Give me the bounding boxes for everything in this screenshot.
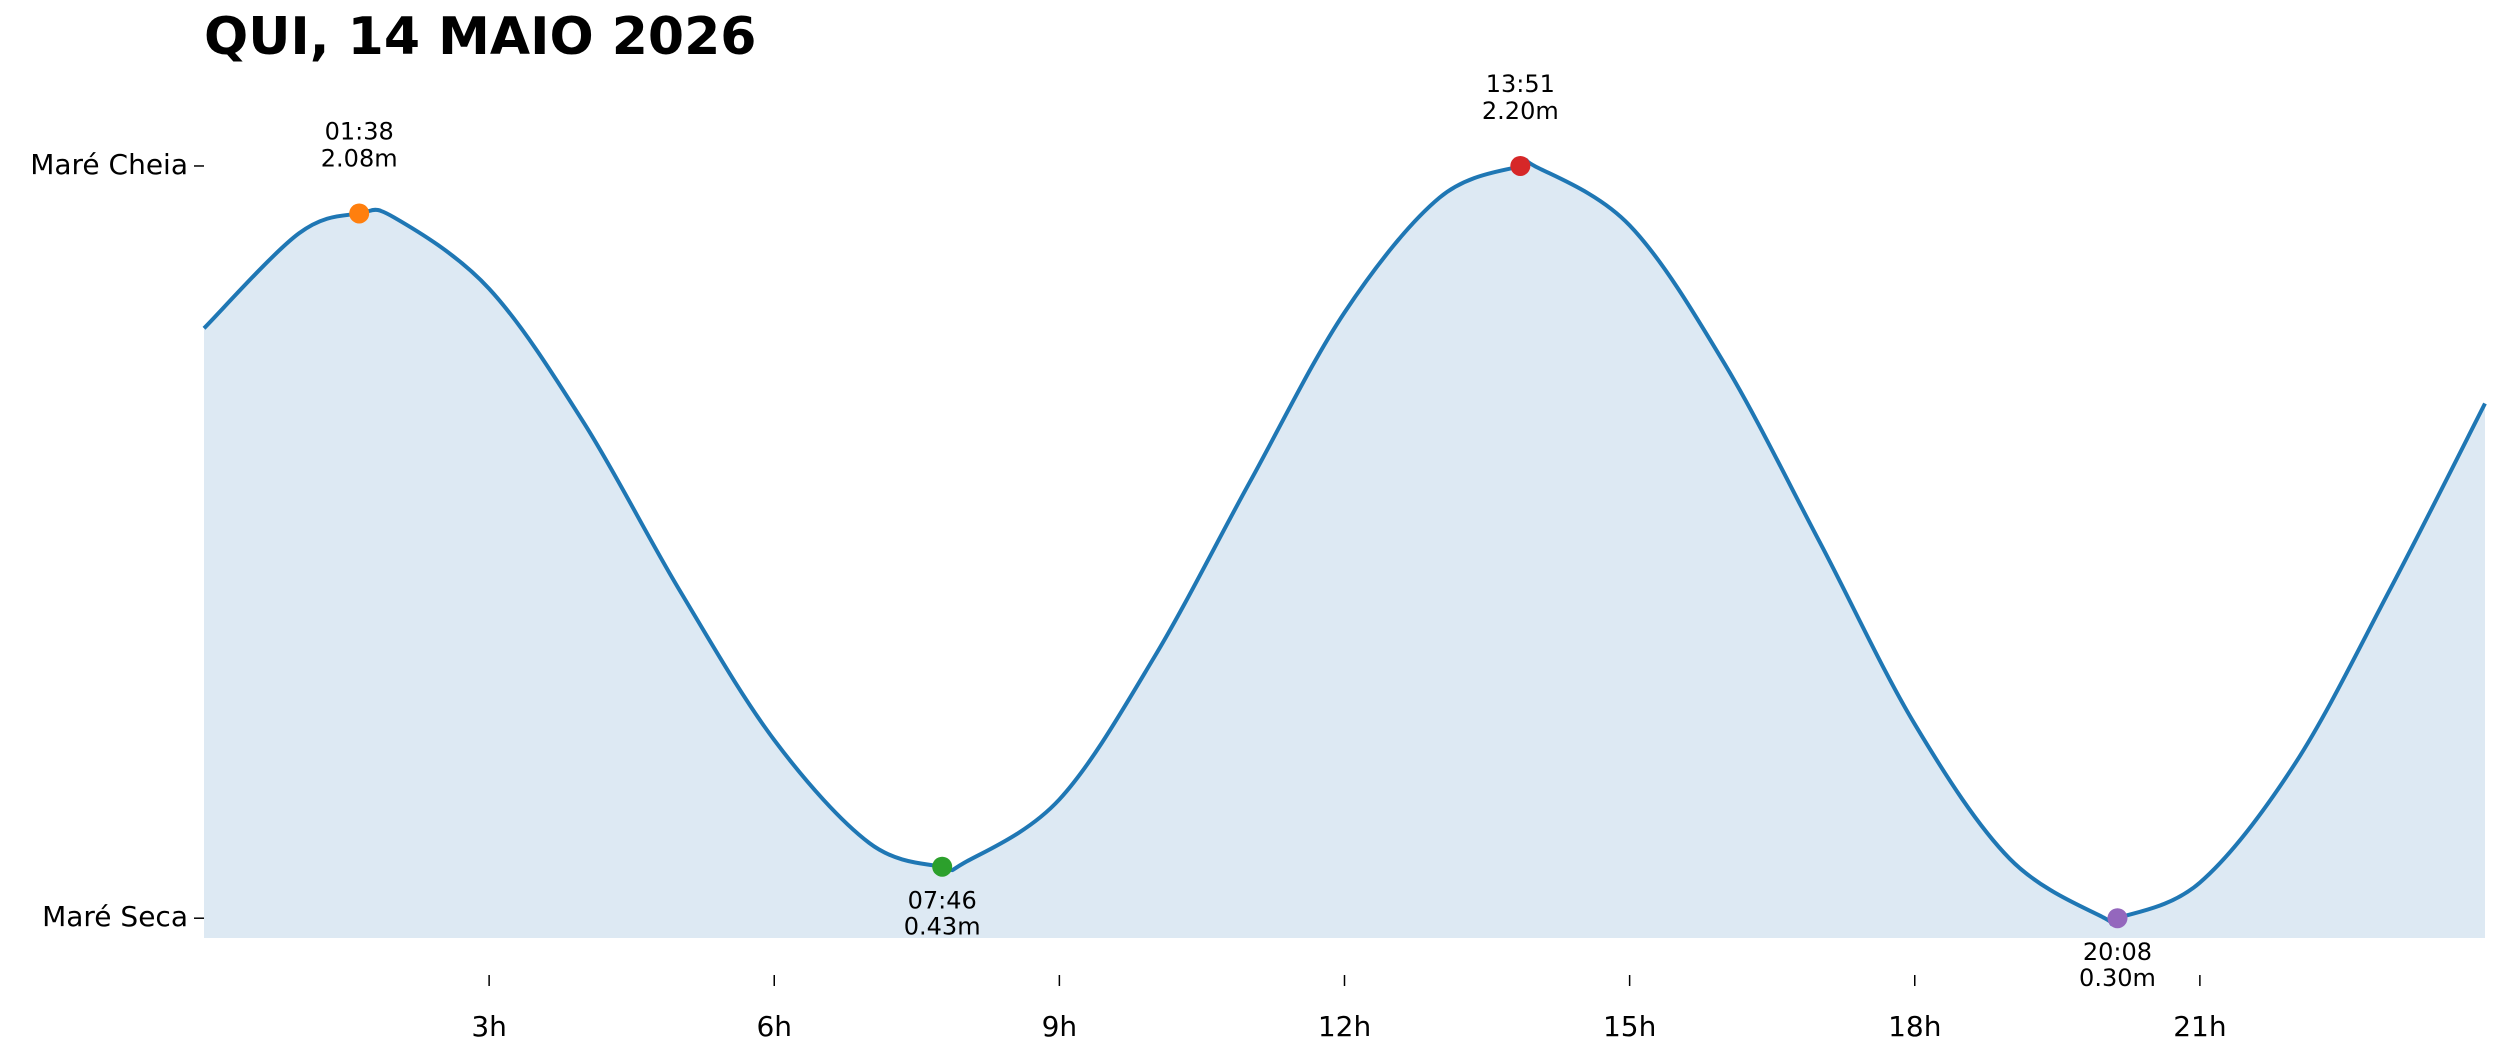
tide-area: [204, 160, 2485, 938]
extreme-marker: [2107, 908, 2128, 929]
x-tick-label: 6h: [756, 1010, 792, 1043]
y-tick-label: Maré Cheia: [30, 148, 188, 181]
extreme-marker: [1510, 155, 1531, 176]
extreme-time: 01:38: [325, 117, 394, 145]
x-tick-label: 21h: [2173, 1010, 2226, 1043]
extreme-height: 2.08m: [321, 144, 398, 172]
extreme-marker: [349, 203, 370, 224]
chart-title: QUI, 14 MAIO 2026: [204, 7, 756, 67]
extreme-height: 0.43m: [904, 913, 981, 941]
x-tick-label: 15h: [1603, 1010, 1656, 1043]
y-tick-label: Maré Seca: [42, 900, 188, 933]
x-tick-label: 3h: [471, 1010, 507, 1043]
extreme-time: 20:08: [2083, 938, 2152, 966]
extreme-height: 2.20m: [1482, 97, 1559, 125]
x-tick-label: 9h: [1042, 1010, 1078, 1043]
extreme-height: 0.30m: [2079, 964, 2156, 992]
x-tick-label: 12h: [1318, 1010, 1371, 1043]
extreme-time: 07:46: [908, 887, 977, 915]
x-tick-label: 18h: [1888, 1010, 1941, 1043]
extreme-marker: [932, 856, 953, 877]
extreme-time: 13:51: [1486, 70, 1555, 98]
